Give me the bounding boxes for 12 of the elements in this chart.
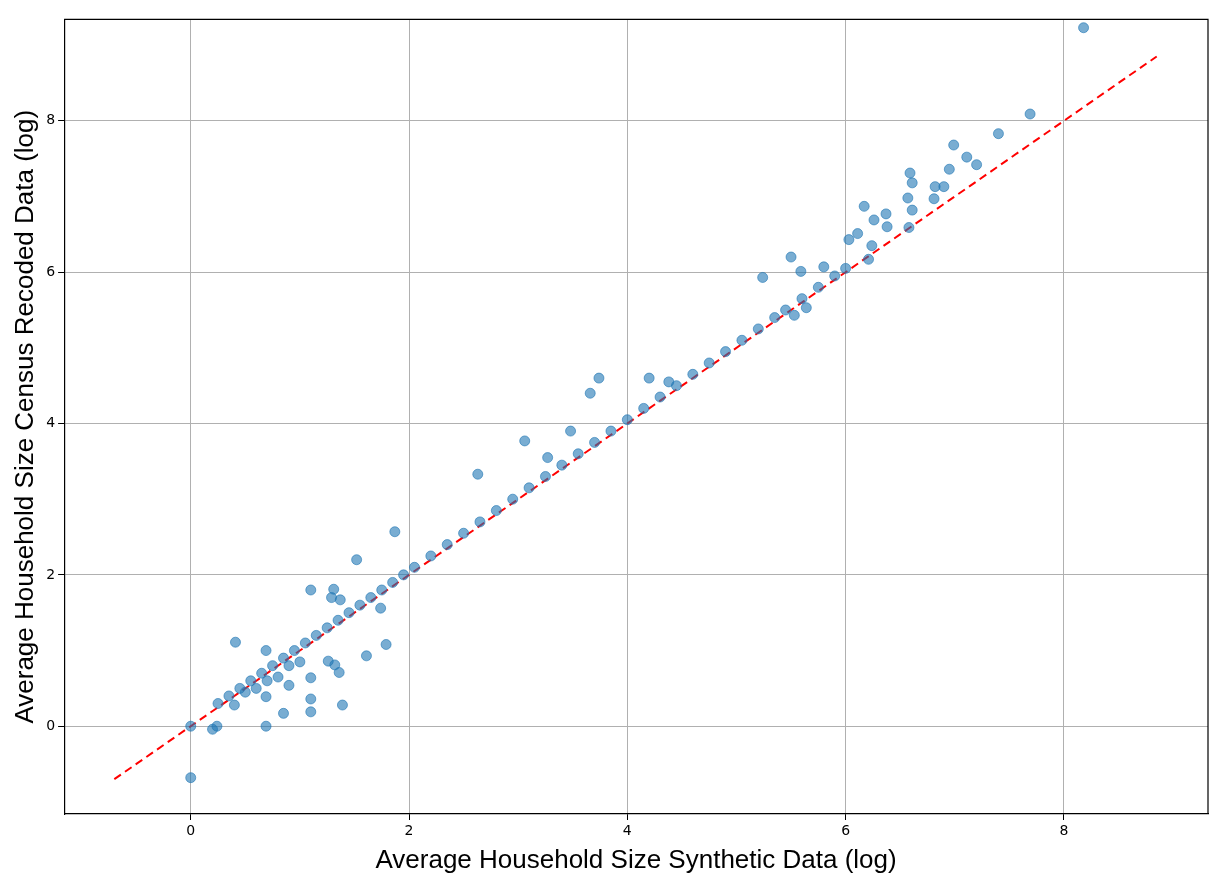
- x-axis-title: Average Household Size Synthetic Data (log): [375, 843, 897, 874]
- y-tick-label: 4: [46, 414, 56, 431]
- x-tick-label: 2: [404, 822, 414, 839]
- y-tick-label: 6: [46, 262, 56, 279]
- y-tick-label: 2: [46, 565, 56, 582]
- y-tick-label: 0: [46, 716, 56, 733]
- x-tick-label: 0: [186, 822, 196, 839]
- x-tick-label: 6: [841, 822, 851, 839]
- y-tick-label: 8: [46, 111, 56, 128]
- x-tick-label: 4: [622, 822, 632, 839]
- y-axis-title: Average Household Size Census Recoded Data (log): [8, 109, 39, 724]
- x-tick-label: 8: [1059, 822, 1069, 839]
